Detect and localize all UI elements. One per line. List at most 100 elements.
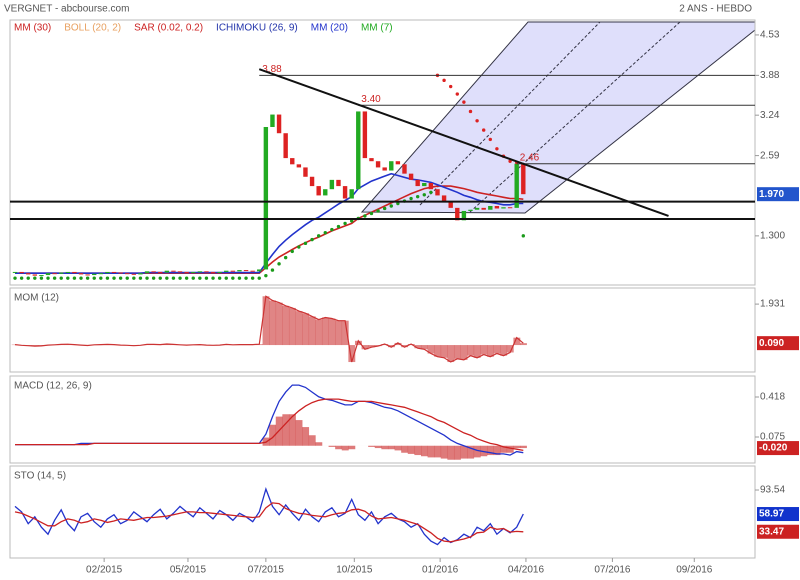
sar-dot	[495, 147, 499, 151]
area-bar	[335, 445, 343, 450]
panel-title: MACD (12, 26, 9)	[14, 381, 92, 392]
candle	[329, 179, 335, 190]
candle	[204, 271, 209, 273]
sar-dot	[316, 234, 321, 238]
candle	[131, 273, 137, 275]
area-bar	[506, 445, 514, 453]
sar-dot	[415, 194, 420, 199]
candle	[65, 271, 71, 273]
area-bar	[308, 316, 316, 346]
area-bar	[414, 445, 422, 456]
sar-dot	[52, 276, 57, 280]
annotation-label: 3.88	[262, 64, 282, 75]
sar-dot	[125, 276, 129, 280]
x-tick-label: 07/2015	[248, 565, 285, 576]
sar-dot	[151, 276, 156, 280]
sar-dot	[481, 128, 486, 132]
value-tag	[757, 507, 799, 522]
candle	[250, 270, 255, 272]
area-bar	[295, 311, 303, 346]
candle	[164, 270, 170, 273]
area-bar	[401, 345, 409, 348]
candle	[356, 111, 361, 190]
area-bar	[434, 445, 442, 458]
area-bar	[427, 345, 435, 354]
sar-dot	[231, 276, 235, 280]
series-line	[14, 502, 524, 543]
candle	[230, 270, 236, 272]
sar-dot	[105, 276, 110, 280]
candle	[177, 271, 183, 273]
candle	[125, 273, 130, 275]
sar-dot	[369, 211, 374, 216]
channel-line	[419, 21, 601, 206]
area-bar	[427, 445, 435, 458]
area-bar	[288, 307, 296, 346]
sar-dot	[257, 276, 261, 280]
area-bar	[295, 420, 303, 446]
area-bar	[302, 427, 310, 446]
sar-dot	[92, 276, 96, 280]
area-bar	[374, 445, 382, 449]
sar-dot	[310, 237, 314, 242]
sar-dot	[250, 276, 255, 280]
candle	[290, 158, 295, 165]
sar-dot	[13, 276, 17, 280]
sar-dot	[184, 276, 189, 280]
sar-dot	[343, 221, 347, 226]
panel-border	[9, 19, 756, 286]
candle	[323, 189, 328, 196]
area-bar	[282, 414, 290, 446]
y-tick-label: 4.53	[760, 30, 780, 41]
value-tag-label: 0.090	[759, 338, 784, 349]
candle	[105, 271, 110, 274]
area-bar	[513, 337, 521, 346]
area-bar	[269, 424, 277, 446]
candle	[138, 273, 143, 275]
chart-title: VERGNET - abcbourse.com	[4, 4, 129, 15]
area-bar	[407, 445, 415, 454]
sar-dot	[448, 84, 453, 89]
value-tag	[757, 441, 799, 456]
x-tick-label: 09/2016	[676, 565, 713, 576]
value-tag	[757, 187, 799, 202]
sar-dot	[363, 214, 367, 218]
area-bar	[262, 296, 270, 346]
candle	[488, 205, 493, 210]
legend-label: BOLL (20, 2)	[64, 23, 121, 34]
sar-dot	[475, 119, 479, 123]
candle	[276, 114, 282, 134]
candle	[389, 161, 394, 171]
candle	[191, 271, 196, 273]
candle	[85, 274, 90, 276]
channel-line	[469, 21, 681, 213]
panel-border	[9, 375, 756, 464]
y-tick-label: 93.54	[760, 485, 785, 496]
candle	[408, 173, 414, 180]
candle	[224, 270, 229, 272]
sar-dot	[112, 276, 116, 280]
candle	[237, 270, 242, 272]
candle	[32, 274, 38, 276]
value-tag	[757, 524, 799, 539]
candle	[45, 273, 51, 276]
candle	[474, 207, 480, 210]
sar-dot	[66, 276, 70, 280]
panel-title: MOM (12)	[14, 293, 59, 304]
area-bar	[394, 445, 402, 451]
sar-dot	[19, 276, 24, 280]
area-bar	[434, 345, 442, 357]
x-tick-label: 04/2016	[508, 565, 545, 576]
sar-dot	[165, 276, 169, 280]
area-bar	[493, 345, 501, 354]
candle	[362, 111, 368, 159]
candle	[402, 164, 407, 174]
sar-dot	[376, 209, 380, 213]
sar-dot	[468, 109, 473, 114]
area-bar	[520, 445, 527, 449]
value-tag-label: 1.970	[759, 189, 784, 200]
sar-dot	[389, 204, 393, 208]
candle	[98, 273, 104, 275]
sar-dot	[336, 224, 341, 229]
legend-label: MM (20)	[311, 23, 348, 34]
